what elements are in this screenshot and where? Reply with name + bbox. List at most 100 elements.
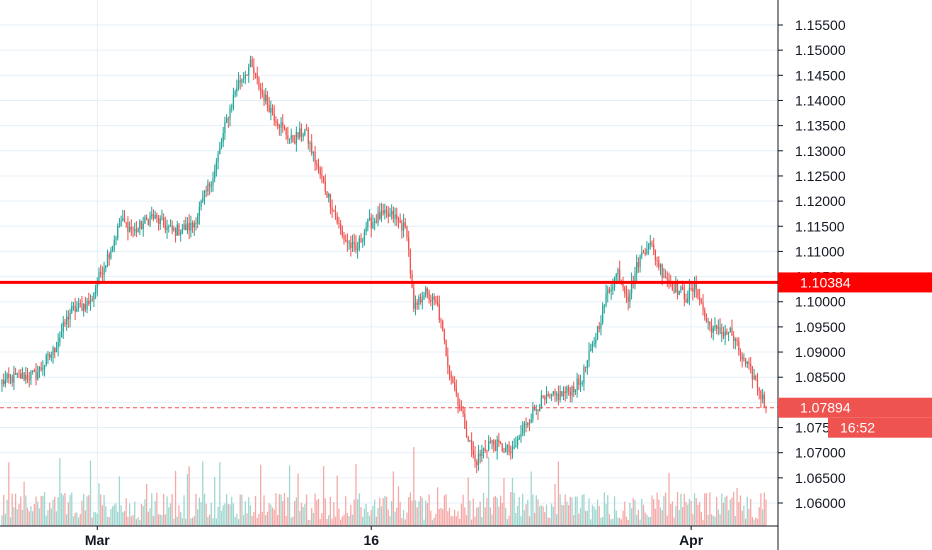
volume-bar: [418, 501, 420, 526]
candle-body: [527, 422, 529, 426]
candle-body: [130, 226, 132, 230]
volume-bar: [525, 504, 527, 526]
volume-bar: [258, 513, 260, 526]
candle-body: [142, 223, 144, 230]
volume-bar: [125, 498, 127, 526]
candle-body: [200, 201, 202, 207]
candle-body: [654, 250, 657, 261]
candle-body: [186, 222, 189, 231]
candle-body: [324, 181, 326, 192]
volume-bar: [569, 496, 571, 526]
volume-bar: [690, 500, 692, 526]
candle-body: [367, 219, 369, 228]
volume-bar: [321, 512, 323, 526]
volume-bar: [474, 516, 476, 526]
countdown-label: 16:52: [840, 420, 875, 436]
volume-bar: [401, 518, 403, 526]
candle-body: [147, 219, 149, 226]
candle-body: [164, 225, 166, 231]
candle-body: [625, 293, 628, 297]
volume-bar: [180, 512, 182, 526]
candle-body: [693, 282, 696, 292]
volume-bar: [539, 506, 541, 526]
volume-bar: [86, 496, 88, 526]
candle-body: [416, 302, 418, 305]
volume-bar: [156, 492, 158, 526]
volume-bar: [753, 519, 755, 526]
volume-bar: [67, 502, 69, 526]
volume-bar: [370, 510, 372, 526]
volume-bar: [707, 514, 709, 526]
volume-bar: [654, 508, 657, 526]
candle-body: [590, 348, 592, 352]
candle-body: [100, 271, 102, 275]
candle-body: [704, 310, 706, 317]
volume-bar: [716, 496, 718, 526]
horizontal-line-tag: [778, 272, 932, 293]
candle-body: [43, 365, 46, 369]
volume-bar: [338, 508, 340, 526]
candle-body: [145, 217, 148, 220]
volume-bar: [135, 519, 138, 526]
time-axis[interactable]: Mar 16 Apr: [0, 525, 778, 548]
volume-bar: [219, 462, 221, 526]
candle-body: [353, 242, 355, 245]
candle-body: [600, 322, 602, 329]
candle-body: [363, 231, 366, 241]
volume-bar: [350, 504, 352, 526]
candle-body: [739, 350, 742, 356]
candle-body: [215, 161, 218, 171]
volume-bar: [540, 505, 543, 526]
volume-bar: [513, 492, 515, 526]
volume-bar: [470, 519, 473, 526]
volume-bar: [229, 504, 231, 526]
candle-body: [28, 379, 30, 381]
volume-bar: [304, 504, 306, 526]
candle-body: [220, 142, 223, 148]
candle-body: [459, 405, 461, 409]
volume-bar: [406, 512, 408, 526]
candle-body: [336, 216, 338, 223]
volume-bar: [559, 494, 561, 526]
volume-bar: [365, 503, 367, 526]
price-tick-label: 1.13500: [795, 118, 846, 134]
candle-body: [144, 217, 146, 224]
volume-bar: [33, 504, 35, 526]
volume-bar: [680, 493, 682, 526]
candle-body: [350, 242, 352, 249]
candle-body: [489, 441, 491, 443]
candle-body: [748, 361, 750, 364]
candle-body: [345, 240, 347, 242]
candle-body: [139, 221, 141, 229]
candle-body: [16, 372, 18, 375]
volume-bar: [236, 513, 238, 526]
volume-bar: [311, 508, 313, 526]
volume-bar: [736, 487, 738, 526]
candle-body: [358, 238, 360, 249]
candle-body: [425, 288, 427, 296]
volume-bar: [671, 501, 674, 526]
candle-body: [515, 445, 517, 447]
volume-bar: [343, 514, 345, 526]
volume-bar: [739, 495, 742, 526]
candle-body: [132, 229, 134, 231]
volume-bar: [91, 517, 93, 526]
volume-bar: [639, 519, 641, 526]
volume-bar: [103, 495, 105, 526]
volume-bar: [176, 516, 178, 526]
volume-bar: [624, 501, 626, 526]
candle-body: [297, 132, 299, 138]
candle-body: [265, 94, 267, 102]
last-price-tag: [778, 397, 932, 418]
volume-bar: [385, 496, 388, 526]
volume-bar: [610, 519, 612, 526]
candle-body: [678, 290, 680, 295]
candle-body: [656, 260, 658, 262]
candle-body: [202, 197, 204, 202]
volume-bar: [433, 517, 435, 526]
candle-body: [676, 283, 679, 295]
volume-bar: [664, 492, 667, 526]
candle-body: [649, 242, 651, 246]
